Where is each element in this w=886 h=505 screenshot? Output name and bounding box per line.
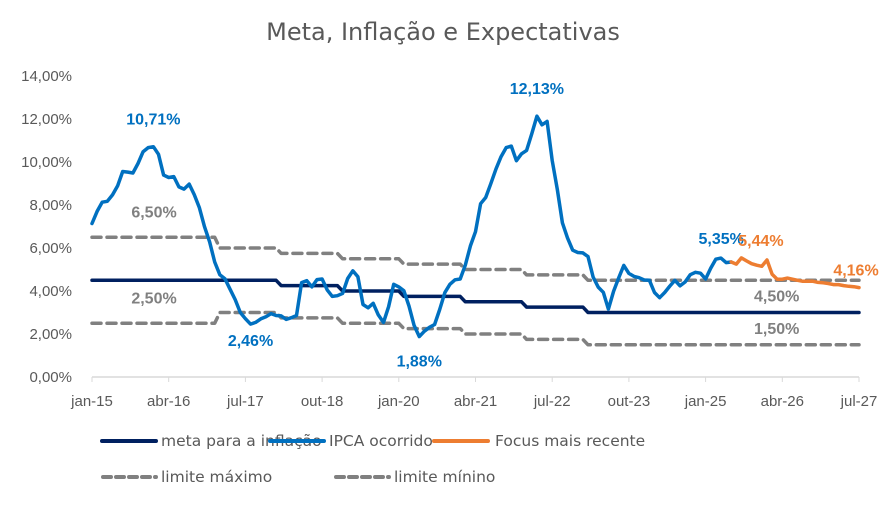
series-lines <box>90 114 861 347</box>
chart-title: Meta, Inflação e Expectativas <box>266 18 620 46</box>
x-tick-label: jan-20 <box>377 393 420 410</box>
x-tick-label: abr-21 <box>454 393 497 410</box>
legend-label-focus: Focus mais recente <box>495 432 646 450</box>
data-label: 4,50% <box>754 288 799 305</box>
data-label: 1,50% <box>754 321 799 338</box>
x-tick-label: jul-22 <box>533 393 571 410</box>
legend-swatch-limite-maximo <box>101 475 158 479</box>
legend-swatch-focus <box>432 439 490 443</box>
series-line-focus-mais-recente <box>729 256 861 290</box>
legend-item-focus: Focus mais recente <box>432 432 645 450</box>
series-line-limite-minino <box>90 310 861 347</box>
axes: 0,00% 2,00% 4,00% 6,00% 8,00% 10,00% 12,00% 14,… <box>21 68 877 410</box>
y-tick-label: 12,00% <box>21 111 72 128</box>
data-label: 2,50% <box>131 290 176 307</box>
series-line-limite-maximo <box>90 235 861 283</box>
legend-swatch-limite-minimo <box>334 475 391 479</box>
data-label: 12,13% <box>510 81 564 98</box>
series-line-meta-para-a-inflacao <box>90 278 861 315</box>
legend-label-ipca: IPCA ocorrido <box>329 432 433 450</box>
legend-item-limite-minimo: limite mínino <box>333 468 495 486</box>
x-tick-label: jul-27 <box>840 393 878 410</box>
x-tick-label: jan-15 <box>70 393 113 410</box>
x-tick-label: jan-25 <box>684 393 727 410</box>
y-tick-label: 4,00% <box>29 283 72 300</box>
legend-item-meta: meta para a inflação <box>100 432 322 450</box>
x-tick-label: jul-17 <box>226 393 264 410</box>
legend-item-ipca: IPCA ocorrido <box>268 432 433 450</box>
x-tick-label: abr-26 <box>761 393 804 410</box>
legend-label-limite-maximo: limite máximo <box>161 468 273 486</box>
y-tick-label: 8,00% <box>29 197 72 214</box>
data-label: 10,71% <box>126 112 180 129</box>
y-tick-label: 10,00% <box>21 154 72 171</box>
legend-label-limite-minimo: limite mínino <box>394 468 496 486</box>
y-tick-label: 2,00% <box>29 326 72 343</box>
x-tick-label: out-18 <box>301 393 344 410</box>
legend-swatch-ipca <box>268 439 326 443</box>
x-tick-label: abr-16 <box>147 393 190 410</box>
data-labels: 10,71% 2,46% 1,88% 12,13% 5,35%5,44% 4,16% 6,5… <box>126 81 878 370</box>
y-tick-label: 14,00% <box>21 68 72 85</box>
legend-label-meta: meta para a inflação <box>161 432 322 450</box>
legend-swatch-meta <box>100 439 158 443</box>
series-line-ipca-ocorrido <box>90 114 733 339</box>
data-label: 6,50% <box>131 204 176 221</box>
legend-item-limite-maximo: limite máximo <box>100 468 272 486</box>
data-label: 2,46% <box>228 333 273 350</box>
y-tick-label: 6,00% <box>29 240 72 257</box>
data-label: 4,16% <box>833 263 878 280</box>
x-tick-label: out-23 <box>608 393 651 410</box>
data-label: 5,35% <box>698 231 743 248</box>
data-label: 1,88% <box>397 354 442 371</box>
data-label: 5,44% <box>738 233 783 250</box>
y-tick-label: 0,00% <box>29 369 72 386</box>
